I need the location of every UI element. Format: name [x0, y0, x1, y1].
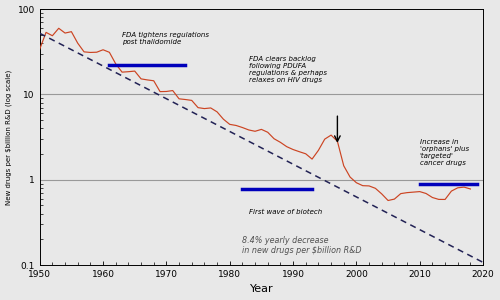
- Y-axis label: New drugs per $billion R&D (log scale): New drugs per $billion R&D (log scale): [6, 69, 12, 205]
- Text: Increase in
'orphans' plus
'targeted'
cancer drugs: Increase in 'orphans' plus 'targeted' ca…: [420, 139, 469, 166]
- Text: FDA clears backlog
following PDUFA
regulations & perhaps
relaxes on HIV drugs: FDA clears backlog following PDUFA regul…: [248, 56, 326, 83]
- Text: FDA tightens regulations
post thalidomide: FDA tightens regulations post thalidomid…: [122, 32, 209, 45]
- Text: 8.4% yearly decrease
in new drugs per $billion R&D: 8.4% yearly decrease in new drugs per $b…: [242, 236, 362, 255]
- Text: First wave of biotech: First wave of biotech: [248, 209, 322, 215]
- X-axis label: Year: Year: [250, 284, 273, 294]
